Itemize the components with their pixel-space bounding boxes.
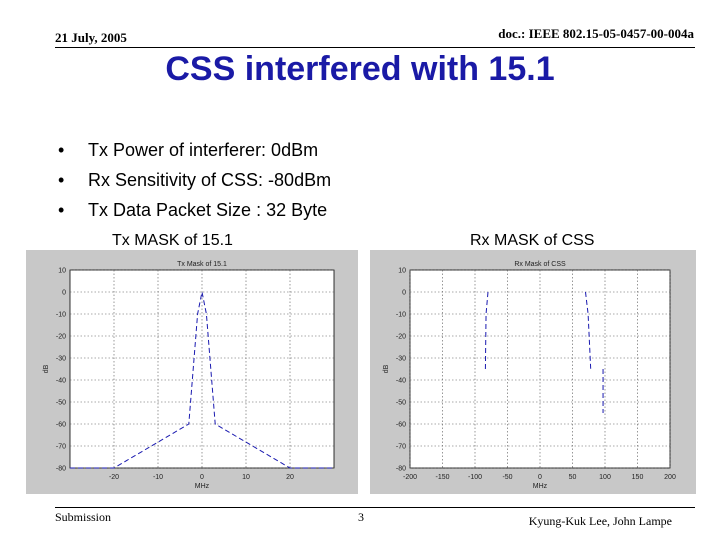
series-line xyxy=(70,291,334,469)
bullet-text: Rx Sensitivity of CSS: -80dBm xyxy=(88,170,332,190)
bullet-dot-icon: • xyxy=(58,140,65,160)
y-tick-label: -10 xyxy=(396,312,406,319)
x-tick-label: 0 xyxy=(200,474,204,481)
y-axis-label: dB xyxy=(43,364,50,373)
x-tick-label: 200 xyxy=(664,474,676,481)
y-tick-label: -80 xyxy=(396,466,406,473)
footer-submission: Submission xyxy=(55,510,112,524)
x-tick-label: -100 xyxy=(468,474,482,481)
bullet-item: • Tx Power of interferer: 0dBm xyxy=(58,139,331,169)
y-tick-label: -40 xyxy=(396,378,406,385)
x-tick-label: 0 xyxy=(538,474,542,481)
series-line xyxy=(585,291,592,370)
x-axis-label: MHz xyxy=(195,483,210,490)
y-tick-label: -70 xyxy=(56,444,66,451)
footer-divider xyxy=(55,507,695,508)
page-number: 3 xyxy=(358,510,364,524)
y-tick-label: -30 xyxy=(56,356,66,363)
y-tick-label: -40 xyxy=(56,378,66,385)
y-tick-label: -20 xyxy=(396,334,406,341)
x-tick-label: 150 xyxy=(632,474,644,481)
chart-title: Rx Mask of CSS xyxy=(514,261,566,268)
y-tick-label: 10 xyxy=(398,268,406,275)
y-tick-label: -50 xyxy=(396,400,406,407)
x-tick-label: 10 xyxy=(242,474,250,481)
y-tick-label: -70 xyxy=(396,444,406,451)
y-tick-label: -60 xyxy=(396,422,406,429)
y-tick-label: -80 xyxy=(56,466,66,473)
x-tick-label: -20 xyxy=(109,474,119,481)
bullet-dot-icon: • xyxy=(58,170,65,190)
y-axis-label: dB xyxy=(383,364,390,373)
header-divider xyxy=(55,47,695,48)
bullet-text: Tx Data Packet Size : 32 Byte xyxy=(88,200,328,220)
x-tick-label: -10 xyxy=(153,474,163,481)
tx-mask-figure: -20 -10 0 10 20 10 0 -10 -20 -30 -40 -50 -60 -70 -80 Tx… xyxy=(26,250,358,494)
bullet-item: • Rx Sensitivity of CSS: -80dBm xyxy=(58,169,331,199)
x-tick-label: 20 xyxy=(286,474,294,481)
x-tick-label: 50 xyxy=(569,474,577,481)
bullet-list: • Tx Power of interferer: 0dBm • Rx Sensit… xyxy=(58,139,331,229)
bullet-dot-icon: • xyxy=(58,200,65,220)
x-tick-label: -150 xyxy=(435,474,449,481)
rx-mask-figure: -200 -150 -100 -50 0 50 100 150 200 10 0 -10 -20 -30-… xyxy=(370,250,696,494)
tx-mask-chart: -20 -10 0 10 20 10 0 -10 -20 -30 -40 -50 -60 -70 -80 Tx… xyxy=(43,261,335,490)
y-tick-label: -30 xyxy=(396,356,406,363)
y-tick-label: 0 xyxy=(402,290,406,297)
y-tick-label: -60 xyxy=(56,422,66,429)
x-tick-label: 100 xyxy=(599,474,611,481)
chart-title: Tx Mask of 15.1 xyxy=(177,261,227,268)
series-line xyxy=(484,291,489,370)
rx-mask-label: Rx MASK of CSS xyxy=(470,232,595,249)
header-date: 21 July, 2005 xyxy=(55,30,127,45)
y-tick-label: 10 xyxy=(58,268,66,275)
bullet-text: Tx Power of interferer: 0dBm xyxy=(88,140,319,160)
tx-mask-label: Tx MASK of 15.1 xyxy=(112,232,233,249)
y-tick-label: -10 xyxy=(56,312,66,319)
y-tick-label: -20 xyxy=(56,334,66,341)
y-tick-label: 0 xyxy=(62,290,66,297)
y-tick-label: -50 xyxy=(56,400,66,407)
x-tick-label: -50 xyxy=(502,474,512,481)
header-doc-id: doc.: IEEE 802.15-05-0457-00-004a xyxy=(498,26,694,41)
rx-mask-chart: -200 -150 -100 -50 0 50 100 150 200100-10-20-30-… xyxy=(383,261,676,490)
bullet-item: • Tx Data Packet Size : 32 Byte xyxy=(58,199,331,229)
x-axis-label: MHz xyxy=(533,483,548,490)
slide-title: CSS interfered with 15.1 xyxy=(165,50,555,88)
x-tick-label: -200 xyxy=(403,474,417,481)
footer-authors: Kyung-Kuk Lee, John Lampe xyxy=(528,514,672,528)
